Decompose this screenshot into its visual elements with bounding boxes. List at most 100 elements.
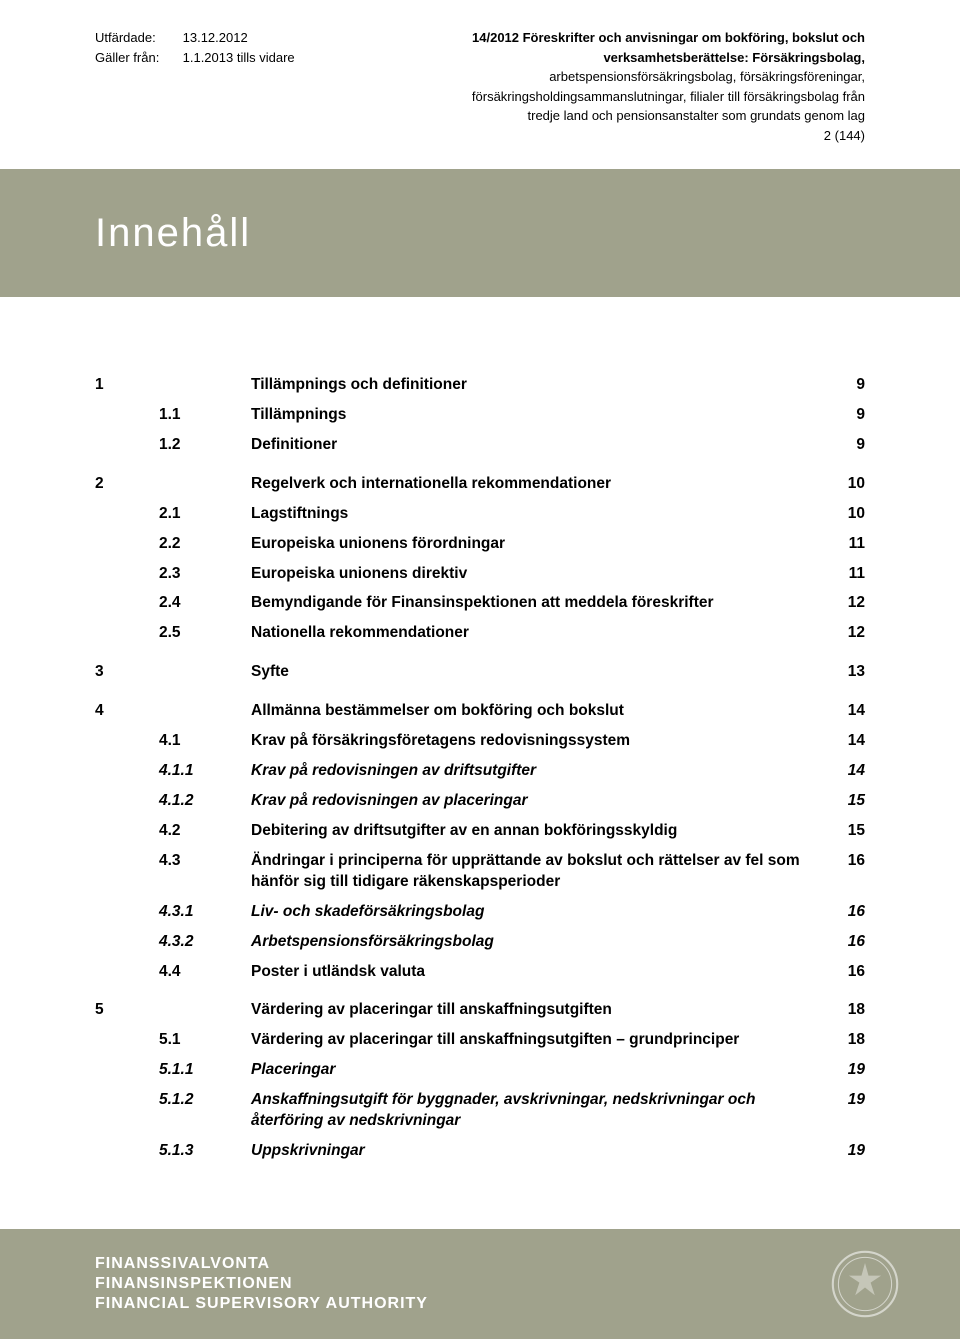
page-header: Utfärdade: 13.12.2012 Gäller från: 1.1.2… xyxy=(0,0,960,145)
doc-title-line: försäkringsholdingsammanslutningar, fili… xyxy=(472,87,865,107)
page-title: Innehåll xyxy=(95,211,251,256)
toc-row: 1 Tillämpnings och definitioner9 xyxy=(95,375,865,396)
toc-title: Lagstiftnings xyxy=(251,504,829,525)
toc-row: 4.4Poster i utländsk valuta16 xyxy=(95,962,865,983)
valid-value: 1.1.2013 tills vidare xyxy=(183,50,295,65)
toc-page: 15 xyxy=(829,821,865,842)
toc-chapter-num: 4 xyxy=(95,701,159,722)
title-band: Innehåll xyxy=(0,169,960,297)
toc-title: Europeiska unionens direktiv xyxy=(251,564,829,585)
toc-chapter-num: 3 xyxy=(95,662,159,683)
toc-row: 5.1.3Uppskrivningar19 xyxy=(95,1141,865,1162)
toc-page: 9 xyxy=(829,375,865,396)
toc-title: Syfte xyxy=(251,662,829,683)
toc-page: 15 xyxy=(829,791,865,812)
issued-label: Utfärdade: xyxy=(95,28,179,48)
toc-chapter-num: 5 xyxy=(95,1000,159,1021)
toc-row: 2.3Europeiska unionens direktiv11 xyxy=(95,564,865,585)
toc-title: Definitioner xyxy=(251,435,829,456)
toc-row: 1.2Definitioner9 xyxy=(95,435,865,456)
toc-row: 5 Värdering av placeringar till anskaffni… xyxy=(95,1000,865,1021)
toc-row: 2.5Nationella rekommendationer12 xyxy=(95,623,865,644)
toc-page: 19 xyxy=(829,1090,865,1111)
toc-page: 14 xyxy=(829,701,865,722)
toc-page: 19 xyxy=(829,1060,865,1081)
toc-title: Ändringar i principerna för upprättande … xyxy=(251,851,829,893)
toc-chapter-num: 1 xyxy=(95,375,159,396)
doc-title-line: verksamhetsberättelse: Försäkringsbolag, xyxy=(472,48,865,68)
toc-section-num: 1.1 xyxy=(159,405,251,426)
toc-page: 13 xyxy=(829,662,865,683)
toc-page: 11 xyxy=(829,564,865,585)
toc-row: 5.1Värdering av placeringar till anskaff… xyxy=(95,1030,865,1051)
toc-row: 4.3.1Liv- och skadeförsäkringsbolag16 xyxy=(95,902,865,923)
toc-row: 4.3.2Arbetspensionsförsäkringsbolag16 xyxy=(95,932,865,953)
toc-section-num: 4.1.1 xyxy=(159,761,251,782)
footer-line: FINANSINSPEKTIONEN xyxy=(95,1274,428,1294)
toc-page: 19 xyxy=(829,1141,865,1162)
toc-page: 9 xyxy=(829,435,865,456)
toc-section-num: 2.3 xyxy=(159,564,251,585)
toc-section-num: 4.3 xyxy=(159,851,251,872)
toc-row: 2.4Bemyndigande för Finansinspektionen a… xyxy=(95,593,865,614)
toc-row: 3 Syfte13 xyxy=(95,662,865,683)
toc-title: Värdering av placeringar till anskaffnin… xyxy=(251,1000,829,1021)
toc-section-num: 2.2 xyxy=(159,534,251,555)
toc-section-num: 4.3.1 xyxy=(159,902,251,923)
toc-section-num: 4.1 xyxy=(159,731,251,752)
toc-row: 4.3Ändringar i principerna för upprättan… xyxy=(95,851,865,893)
toc-row: 2.2Europeiska unionens förordningar11 xyxy=(95,534,865,555)
doc-title-line: arbetspensionsförsäkringsbolag, försäkri… xyxy=(472,67,865,87)
toc-section-num: 5.1.2 xyxy=(159,1090,251,1111)
toc-row: 2Regelverk och internationella rekommend… xyxy=(95,474,865,495)
toc-page: 10 xyxy=(829,504,865,525)
toc-title: Krav på redovisningen av driftsutgifter xyxy=(251,761,829,782)
footer-org-names: FINANSSIVALVONTA FINANSINSPEKTIONEN FINA… xyxy=(95,1254,428,1314)
toc-section-num: 4.4 xyxy=(159,962,251,983)
toc-title: Tillämpnings xyxy=(251,405,829,426)
toc-title: Bemyndigande för Finansinspektionen att … xyxy=(251,593,829,614)
doc-title-line: 14/2012 Föreskrifter och anvisningar om … xyxy=(472,28,865,48)
toc-title: Anskaffningsutgift för byggnader, avskri… xyxy=(251,1090,829,1132)
toc-page: 16 xyxy=(829,902,865,923)
header-right: 14/2012 Föreskrifter och anvisningar om … xyxy=(472,28,865,145)
toc-section-num: 4.3.2 xyxy=(159,932,251,953)
toc-title: Arbetspensionsförsäkringsbolag xyxy=(251,932,829,953)
toc-page: 11 xyxy=(829,534,865,555)
toc-section-num: 1.2 xyxy=(159,435,251,456)
toc-row: 4.1Krav på försäkringsföretagens redovis… xyxy=(95,731,865,752)
toc-section-num: 2.1 xyxy=(159,504,251,525)
toc-page: 12 xyxy=(829,593,865,614)
toc-section-num: 5.1.1 xyxy=(159,1060,251,1081)
toc-page: 14 xyxy=(829,761,865,782)
toc-title: Placeringar xyxy=(251,1060,829,1081)
toc-title: Värdering av placeringar till anskaffnin… xyxy=(251,1030,829,1051)
toc-page: 14 xyxy=(829,731,865,752)
toc-page: 18 xyxy=(829,1000,865,1021)
footer-line: FINANCIAL SUPERVISORY AUTHORITY xyxy=(95,1294,428,1314)
toc-page: 16 xyxy=(829,962,865,983)
page-number: 2 (144) xyxy=(472,126,865,146)
toc-row: 2.1Lagstiftnings10 xyxy=(95,504,865,525)
toc-title: Liv- och skadeförsäkringsbolag xyxy=(251,902,829,923)
toc-section-num: 5.1.3 xyxy=(159,1141,251,1162)
toc-page: 18 xyxy=(829,1030,865,1051)
toc-row: 5.1.1Placeringar19 xyxy=(95,1060,865,1081)
toc-section-num: 2.5 xyxy=(159,623,251,644)
toc-page: 16 xyxy=(829,851,865,872)
header-left: Utfärdade: 13.12.2012 Gäller från: 1.1.2… xyxy=(95,28,295,67)
toc-page: 12 xyxy=(829,623,865,644)
seal-icon xyxy=(830,1249,900,1319)
toc-title: Uppskrivningar xyxy=(251,1141,829,1162)
toc-page: 16 xyxy=(829,932,865,953)
toc-title: Krav på försäkringsföretagens redovisnin… xyxy=(251,731,829,752)
toc-row: 4.1.2Krav på redovisningen av placeringa… xyxy=(95,791,865,812)
toc-title: Allmänna bestämmelser om bokföring och b… xyxy=(251,701,829,722)
toc-page: 9 xyxy=(829,405,865,426)
toc-row: 4 Allmänna bestämmelser om bokföring och … xyxy=(95,701,865,722)
toc-row: 5.1.2Anskaffningsutgift för byggnader, a… xyxy=(95,1090,865,1132)
toc-title: Tillämpnings och definitioner xyxy=(251,375,829,396)
toc-section-num: 2.4 xyxy=(159,593,251,614)
toc-title: Regelverk och internationella rekommenda… xyxy=(251,474,829,495)
toc-title: Debitering av driftsutgifter av en annan… xyxy=(251,821,829,842)
